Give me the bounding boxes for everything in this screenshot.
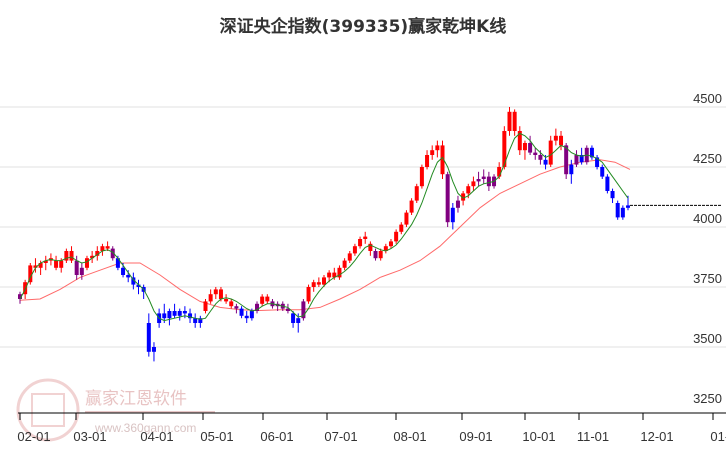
ma-long-line xyxy=(19,159,631,312)
x-tick-label: 07-01 xyxy=(324,429,357,444)
y-tick-label: 4000 xyxy=(693,211,722,226)
x-tick-label: 01-01 xyxy=(710,429,726,444)
x-tick-label: 03-01 xyxy=(73,429,106,444)
y-tick-label: 3500 xyxy=(693,331,722,346)
watermark-brand: 赢家江恩软件 xyxy=(85,389,187,409)
x-tick-label: 08-01 xyxy=(393,429,426,444)
y-tick-label: 4250 xyxy=(693,151,722,166)
x-tick-label: 06-01 xyxy=(260,429,293,444)
watermark: 赢家江恩软件 www.360gann.com xyxy=(16,378,215,442)
ma-short-line xyxy=(19,132,629,322)
y-axis-labels: 3250 3500 3750 4000 4250 4500 xyxy=(693,91,722,406)
seal-icon xyxy=(16,378,80,442)
y-tick-label: 3750 xyxy=(693,271,722,286)
x-tick-label: 04-01 xyxy=(140,429,173,444)
grid-lines xyxy=(0,106,726,348)
x-tick-label: 11-01 xyxy=(577,429,609,444)
x-tick-label: 12-01 xyxy=(640,429,673,444)
watermark-url: www.360gann.com xyxy=(94,421,196,435)
y-tick-label: 3250 xyxy=(693,391,722,406)
x-axis: 02-01 03-01 04-01 05-01 06-01 07-01 08-01 09-01… xyxy=(17,412,726,444)
x-tick-label: 10-01 xyxy=(522,429,555,444)
y-tick-label: 4500 xyxy=(693,91,722,106)
candlesticks xyxy=(18,107,630,362)
chart-title: 深证央企指数(399335)赢家乾坤K线 xyxy=(219,17,507,37)
x-tick-label: 09-01 xyxy=(459,429,492,444)
x-tick-label: 05-01 xyxy=(200,429,233,444)
x-tick-label: 02-01 xyxy=(17,429,50,444)
